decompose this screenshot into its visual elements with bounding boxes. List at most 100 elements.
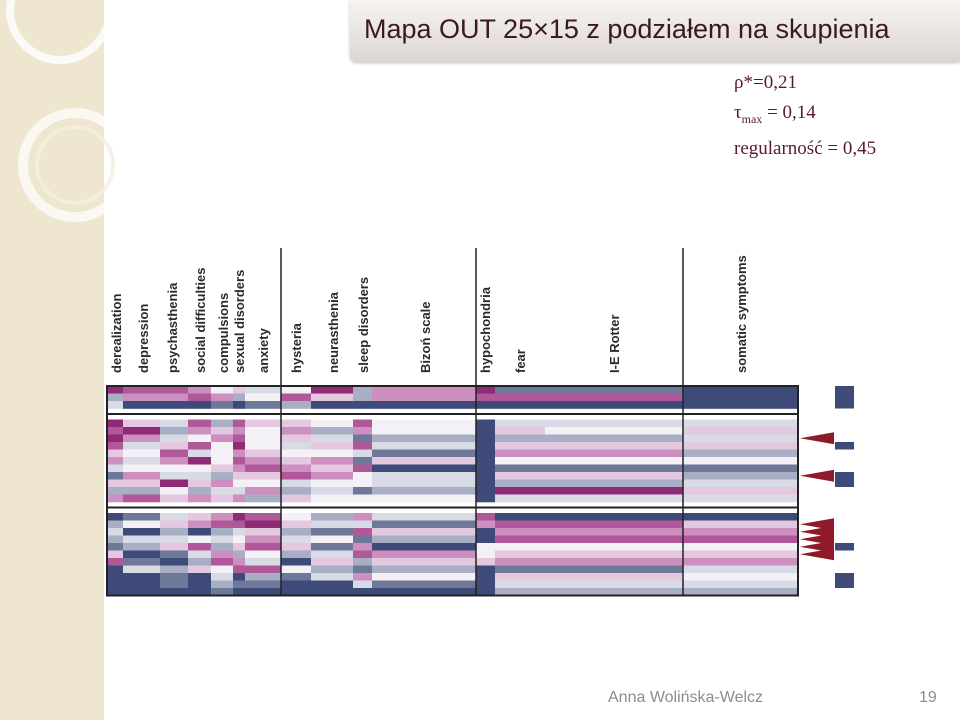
heatmap-cell — [188, 580, 211, 589]
heatmap-cell — [495, 434, 545, 443]
heatmap-cell — [545, 419, 683, 428]
heatmap-cell — [353, 401, 372, 409]
cluster-marker-bar — [835, 442, 854, 450]
heatmap-cell — [160, 550, 188, 559]
heatmap-cell — [123, 401, 160, 409]
heatmap-cell — [233, 427, 245, 435]
heatmap-cell — [683, 472, 798, 480]
heatmap-cell — [683, 427, 798, 435]
heatmap-cell — [160, 427, 188, 435]
heatmap-cell — [107, 543, 123, 551]
heatmap-cell — [476, 580, 495, 589]
heatmap-cell — [311, 401, 353, 409]
heatmap-cell — [372, 442, 476, 450]
heatmap-cell — [245, 401, 281, 409]
heatmap-cell — [107, 419, 123, 428]
slide-title: Mapa OUT 25×15 z podziałem na skupienia — [364, 14, 890, 44]
heatmap-cell — [495, 494, 545, 503]
heatmap-cell — [683, 580, 798, 589]
heatmap-cell — [233, 494, 245, 503]
heatmap-cell — [211, 558, 233, 566]
heatmap-cell — [495, 472, 545, 480]
heatmap-cell — [545, 565, 683, 574]
heatmap-cell — [123, 588, 160, 596]
heatmap-cell — [476, 494, 495, 503]
heatmap-cell — [160, 558, 188, 566]
heatmap-cell — [107, 386, 123, 394]
heatmap-cell — [545, 401, 683, 409]
decor-ring-top — [6, 0, 114, 64]
heatmap-cell — [188, 393, 211, 402]
heatmap-cell — [211, 457, 233, 465]
heatmap-cell — [160, 543, 188, 551]
heatmap-cell — [188, 427, 211, 435]
heatmap-cell — [311, 472, 353, 480]
heatmap-cell — [353, 543, 372, 551]
heatmap-cell — [160, 442, 188, 450]
heatmap-cell — [188, 528, 211, 536]
heatmap-cell — [281, 419, 311, 428]
heatmap-cell — [372, 472, 476, 480]
heatmap-cell — [211, 442, 233, 450]
heatmap-cell — [211, 588, 233, 596]
heatmap-cell — [233, 419, 245, 428]
heatmap-cell — [245, 573, 281, 581]
heatmap-cell — [107, 528, 123, 536]
heatmap-cell — [281, 573, 311, 581]
heatmap-cell — [311, 520, 353, 529]
heatmap-cell — [476, 487, 495, 495]
heatmap-cell — [372, 386, 476, 394]
heatmap-cell — [233, 565, 245, 574]
heatmap-cell — [281, 565, 311, 574]
rho-stat: ρ*=0,21 — [734, 72, 797, 93]
heatmap-cell — [311, 513, 353, 521]
heatmap-cell — [311, 588, 353, 596]
heatmap-cell — [233, 588, 245, 596]
heatmap-cell — [233, 464, 245, 473]
heatmap-cell — [233, 449, 245, 458]
heatmap-cell — [188, 535, 211, 544]
heatmap-cell — [311, 565, 353, 574]
heatmap-cell — [123, 393, 160, 402]
heatmap-cell — [211, 535, 233, 544]
heatmap-cell — [281, 550, 311, 559]
heatmap-cell — [245, 535, 281, 544]
heatmap-cell — [211, 550, 233, 559]
heatmap-cell — [353, 550, 372, 559]
heatmap-cell — [107, 464, 123, 473]
heatmap-cell — [160, 520, 188, 529]
heatmap-cell — [107, 434, 123, 443]
heatmap-cell — [107, 472, 123, 480]
heatmap-cell — [683, 520, 798, 529]
heatmap-cell — [123, 535, 160, 544]
heatmap-cell — [281, 558, 311, 566]
heatmap-cell — [353, 449, 372, 458]
heatmap-cell — [495, 535, 545, 544]
heatmap-cell — [245, 520, 281, 529]
heatmap-cell — [372, 543, 476, 551]
heatmap-cell — [545, 449, 683, 458]
heatmap-cell — [495, 565, 545, 574]
heatmap-cell — [245, 457, 281, 465]
cluster-marker-bar — [835, 573, 854, 588]
heatmap-cell — [107, 573, 123, 581]
heatmap-cell — [372, 558, 476, 566]
heatmap-cell — [211, 479, 233, 488]
heatmap-cell — [123, 449, 160, 458]
heatmap-cell — [233, 472, 245, 480]
heatmap-cell — [353, 565, 372, 574]
heatmap-cell — [245, 442, 281, 450]
heatmap-border — [106, 385, 799, 597]
heatmap-cell — [545, 580, 683, 589]
heatmap-cell — [311, 528, 353, 536]
heatmap-cell — [245, 550, 281, 559]
heatmap-cell — [123, 427, 160, 435]
heatmap-cell — [476, 449, 495, 458]
heatmap-cell — [495, 558, 545, 566]
heatmap-cell — [281, 528, 311, 536]
heatmap-cell — [311, 494, 353, 503]
heatmap-cell — [545, 535, 683, 544]
heatmap-cell — [372, 565, 476, 574]
